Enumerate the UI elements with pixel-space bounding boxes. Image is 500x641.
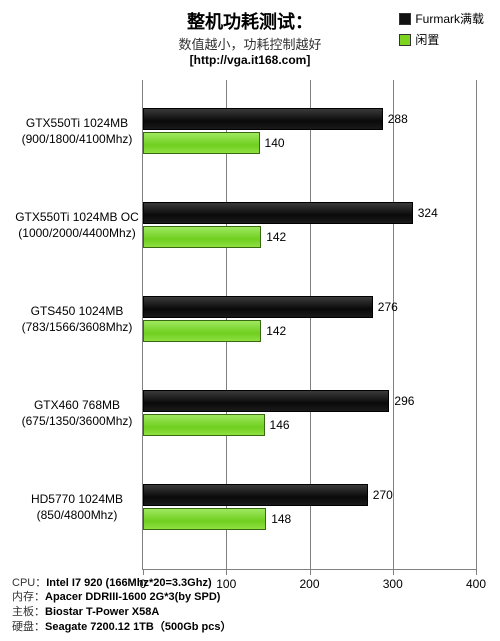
category-label: GTX550Ti 1024MB OC(1000/2000/4400Mhz) [12,209,142,241]
bar-load: 276 [143,296,373,318]
legend-swatch-idle [399,34,411,46]
x-tick [310,569,311,575]
legend: Furmark满载 闲置 [399,10,484,52]
x-tick-label: 200 [299,577,319,591]
x-tick [476,569,477,575]
bar-idle: 146 [143,414,265,436]
bar-value-label: 142 [260,324,286,338]
spec-hdd: 硬盘：Seagate 7200.12 1TB（500Gb pcs） [12,620,231,635]
bar-load: 270 [143,484,368,506]
bar-value-label: 324 [412,206,438,220]
x-tick-label: 300 [383,577,403,591]
x-tick [393,569,394,575]
spec-mb: 主板：Biostar T-Power X58A [12,605,231,620]
category-label: HD5770 1024MB(850/4800Mhz) [12,491,142,523]
category-label: GTX550Ti 1024MB(900/1800/4100Mhz) [12,115,142,147]
bar-value-label: 288 [382,112,408,126]
bar-load: 324 [143,202,413,224]
chart-source-url: [http://vga.it168.com] [0,53,500,67]
system-specs: CPU：Intel I7 920 (166Mhz*20=3.3Ghz) 内存：A… [12,576,231,635]
legend-item-idle: 闲置 [399,31,484,48]
bar-value-label: 148 [265,512,291,526]
x-tick [226,569,227,575]
bar-value-label: 140 [259,136,285,150]
x-tick [143,569,144,575]
spec-cpu: CPU：Intel I7 920 (166Mhz*20=3.3Ghz) [12,576,231,591]
legend-item-load: Furmark满载 [399,10,484,27]
plot-area: GTX550Ti 1024MB(900/1800/4100Mhz) GTX550T… [12,80,476,570]
bar-value-label: 270 [367,488,393,502]
bar-value-label: 146 [264,418,290,432]
x-tick-label: 400 [466,577,486,591]
bar-idle: 140 [143,132,260,154]
legend-swatch-load [399,13,411,25]
bar-load: 288 [143,108,383,130]
gridline [476,80,477,569]
plot: 0100200300400288140324142276142296146270… [142,80,476,570]
bar-value-label: 296 [388,394,414,408]
legend-label-idle: 闲置 [415,31,439,48]
category-label: GTX460 768MB(675/1350/3600Mhz) [12,397,142,429]
y-axis-labels: GTX550Ti 1024MB(900/1800/4100Mhz) GTX550T… [12,80,142,570]
category-label: GTS450 1024MB(783/1566/3608Mhz) [12,303,142,335]
bar-idle: 148 [143,508,266,530]
bar-value-label: 276 [372,300,398,314]
bar-idle: 142 [143,226,261,248]
legend-label-load: Furmark满载 [415,10,484,27]
bar-idle: 142 [143,320,261,342]
gridline [393,80,394,569]
bar-load: 296 [143,390,389,412]
bar-value-label: 142 [260,230,286,244]
chart-frame: 整机功耗测试： 数值越小，功耗控制越好 [http://vga.it168.co… [0,0,500,641]
spec-mem: 内存：Apacer DDRIII-1600 2G*3(by SPD) [12,590,231,605]
